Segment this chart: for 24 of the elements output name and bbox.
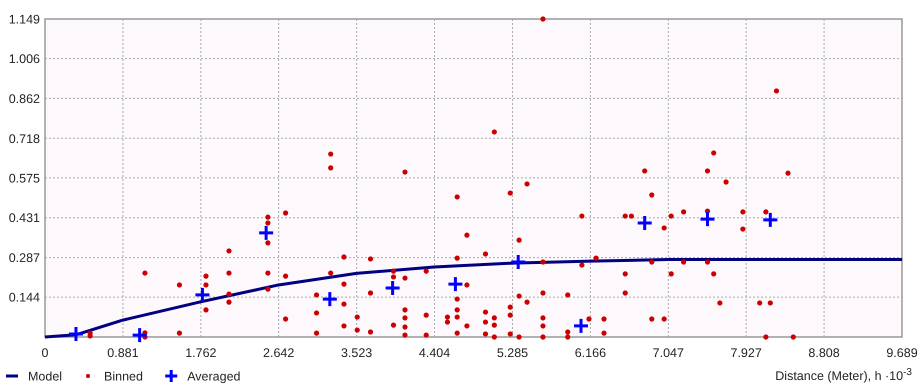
x-tick-label: 9.689 [886,346,918,360]
x-tick-label: 8.808 [808,346,840,360]
x-tick-label: 7.047 [652,346,684,360]
x-tick-label: 3.523 [340,346,372,360]
legend-label: Averaged [187,370,241,384]
y-tick-label: 0.862 [8,92,40,106]
x-tick-label: 4.404 [418,346,450,360]
x-tick-label: 0 [42,346,49,360]
x-tick-label: 7.927 [730,346,762,360]
x-tick-label: 2.642 [263,346,294,360]
legend-label: Model [28,370,62,384]
x-axis-title: Distance (Meter), h ·10$^{-3}$ [775,366,912,383]
x-tick-label: 0.881 [107,346,139,360]
legend-label: Binned [104,370,143,384]
y-tick-label: 0.575 [8,171,40,186]
y-tick-label: 0.718 [8,132,40,146]
y-tick-label: 0.144 [8,290,40,305]
y-tick-label: 1.006 [8,52,40,66]
x-tick-label: 1.762 [185,346,217,360]
y-tick-label: 0.287 [8,251,40,266]
y-tick-label: 1.149 [8,12,40,26]
y-tick-label: 0.431 [8,211,40,226]
x-tick-label: 5.285 [496,346,528,360]
x-tick-label: 6.166 [574,346,606,360]
